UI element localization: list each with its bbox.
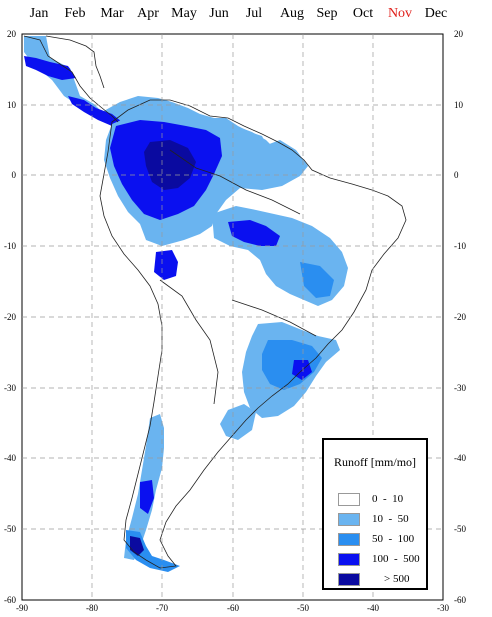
runoff-region-ne-argentina: [220, 404, 256, 440]
runoff-region-guiana: [216, 126, 276, 158]
lat-tick: -30: [454, 383, 466, 393]
lat-tick: -40: [454, 453, 466, 463]
lat-tick: -60: [454, 595, 466, 605]
legend: Runoff [mm/mo] 0 - 10 10 - 50 50 - 100 1…: [322, 438, 428, 590]
runoff-region-chile-high: [140, 480, 154, 514]
legend-title: Runoff [mm/mo]: [333, 455, 417, 469]
legend-label: 0 - 10: [372, 493, 404, 505]
month-tab-nov[interactable]: Nov: [387, 6, 413, 21]
month-tab-oct[interactable]: Oct: [352, 6, 374, 21]
runoff-region-amazon-darkest: [144, 140, 196, 190]
coastline-gulf: [45, 35, 105, 89]
lat-tick-labels-left: 20 10 0 -10 -20 -30 -40 -50 -60: [4, 29, 17, 605]
legend-label: 10 - 50: [372, 513, 409, 525]
lat-tick: -50: [454, 524, 466, 534]
month-tab-jan[interactable]: Jan: [29, 6, 49, 21]
month-tab-sep[interactable]: Sep: [316, 6, 338, 21]
lat-tick: -60: [4, 595, 16, 605]
lat-tick: -10: [4, 241, 16, 251]
runoff-region-central-brazil-high2: [300, 262, 334, 298]
lon-tick: -70: [156, 603, 168, 613]
month-tab-apr[interactable]: Apr: [137, 6, 159, 21]
legend-swatch: [338, 533, 360, 546]
lat-tick: 0: [454, 170, 459, 180]
legend-entry: 10 - 50: [338, 512, 428, 528]
legend-label: 100 - 500: [372, 553, 420, 565]
border-southeast: [231, 299, 317, 337]
lat-tick: -10: [454, 241, 466, 251]
legend-swatch: [338, 493, 360, 506]
lat-tick: 20: [7, 29, 17, 39]
lat-tick: 0: [12, 170, 17, 180]
lat-tick: -40: [4, 453, 16, 463]
month-tab-feb[interactable]: Feb: [64, 6, 86, 21]
legend-entry: > 500: [338, 572, 428, 588]
border-andes: [159, 279, 219, 405]
legend-entry: 100 - 500: [338, 552, 428, 568]
coastline-south-america: [99, 99, 407, 569]
lon-tick: -60: [227, 603, 239, 613]
runoff-region-southeast-mid: [262, 340, 322, 390]
lat-tick: -30: [4, 383, 16, 393]
runoff-region-central-brazil-high: [228, 220, 280, 246]
month-tab-jul[interactable]: Jul: [245, 6, 263, 21]
legend-swatch: [338, 513, 360, 526]
month-tab-dec[interactable]: Dec: [424, 6, 448, 21]
month-tab-aug[interactable]: Aug: [279, 6, 305, 21]
lon-tick: -80: [86, 603, 98, 613]
lat-tick: 20: [454, 29, 464, 39]
lat-tick-labels-right: 20 10 0 -10 -20 -30 -40 -50 -60: [454, 29, 466, 605]
month-selector: Jan Feb Mar Apr May Jun Jul Aug Sep Oct …: [0, 0, 492, 28]
runoff-region-central-america: [24, 36, 268, 152]
legend-label: > 500: [384, 573, 410, 585]
lon-tick: -50: [297, 603, 309, 613]
month-tab-may[interactable]: May: [171, 6, 197, 21]
coastline-central-america: [23, 35, 119, 123]
lon-tick: -90: [16, 603, 28, 613]
legend-entry: 50 - 100: [338, 532, 428, 548]
legend-label: 50 - 100: [372, 533, 415, 545]
month-tab-mar[interactable]: Mar: [100, 6, 124, 21]
lat-tick: 10: [7, 100, 17, 110]
lat-tick: -20: [4, 312, 16, 322]
runoff-region-bolivia: [154, 250, 178, 280]
lon-tick: -40: [367, 603, 379, 613]
lat-tick: -20: [454, 312, 466, 322]
legend-swatch: [338, 553, 360, 566]
runoff-region-mexico-high: [24, 56, 76, 80]
month-tab-jun[interactable]: Jun: [209, 6, 229, 21]
runoff-shading: [24, 36, 348, 572]
lon-tick: -30: [437, 603, 449, 613]
runoff-region-panama-high: [68, 96, 122, 126]
legend-entry: 0 - 10: [338, 492, 428, 508]
lon-tick-labels: -90 -80 -70 -60 -50 -40 -30: [16, 603, 449, 613]
legend-swatch: [338, 573, 360, 586]
lat-tick: 10: [454, 100, 464, 110]
coastlines: [23, 35, 407, 569]
lat-tick: -50: [4, 524, 16, 534]
